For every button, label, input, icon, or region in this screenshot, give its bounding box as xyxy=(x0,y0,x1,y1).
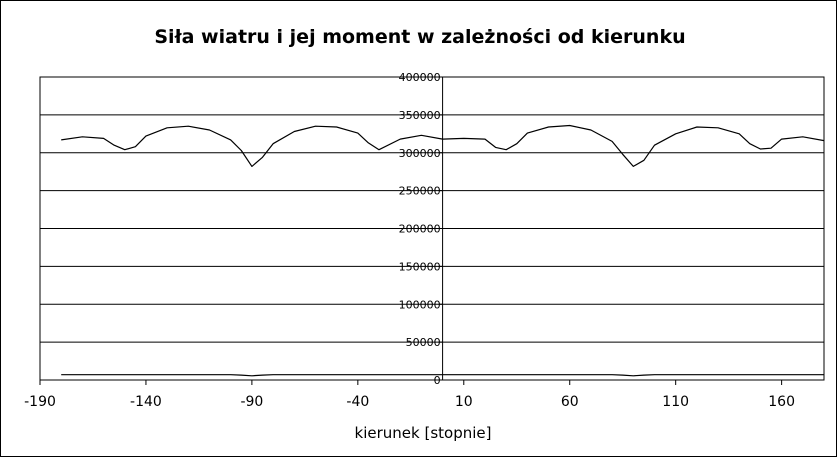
y-tick-label: 200000 xyxy=(399,223,441,236)
x-tick-label: -140 xyxy=(130,394,162,410)
x-axis: -190 -140 -90 -40 10 60 110 160 xyxy=(24,380,795,410)
y-tick-label: 400000 xyxy=(399,71,441,84)
x-tick-label: -40 xyxy=(346,394,369,410)
x-tick-label: 160 xyxy=(768,394,795,410)
y-axis: 0 50000 100000 150000 200000 250000 300000 3500… xyxy=(399,71,444,387)
series-line-2 xyxy=(61,374,824,377)
y-tick-label: 300000 xyxy=(399,147,441,160)
series-group xyxy=(61,124,825,377)
x-tick-label: -190 xyxy=(24,394,56,410)
x-tick-label: 60 xyxy=(561,394,579,410)
y-tick-label: 250000 xyxy=(399,185,441,198)
x-axis-label: kierunek [stopnie] xyxy=(355,424,492,442)
x-tick-label: -90 xyxy=(240,394,263,410)
y-tick-label: 150000 xyxy=(399,260,441,273)
y-tick-label: 350000 xyxy=(399,109,441,122)
gridlines xyxy=(40,114,824,343)
y-tick-label: 100000 xyxy=(399,298,441,311)
x-tick-label: 10 xyxy=(455,394,473,410)
x-tick-label: 110 xyxy=(662,394,689,410)
y-tick-label: 50000 xyxy=(406,336,441,349)
y-tick-label: 0 xyxy=(434,374,441,387)
series-line-1 xyxy=(61,124,825,167)
chart-title: Siła wiatru i jej moment w zależności od… xyxy=(154,26,685,48)
